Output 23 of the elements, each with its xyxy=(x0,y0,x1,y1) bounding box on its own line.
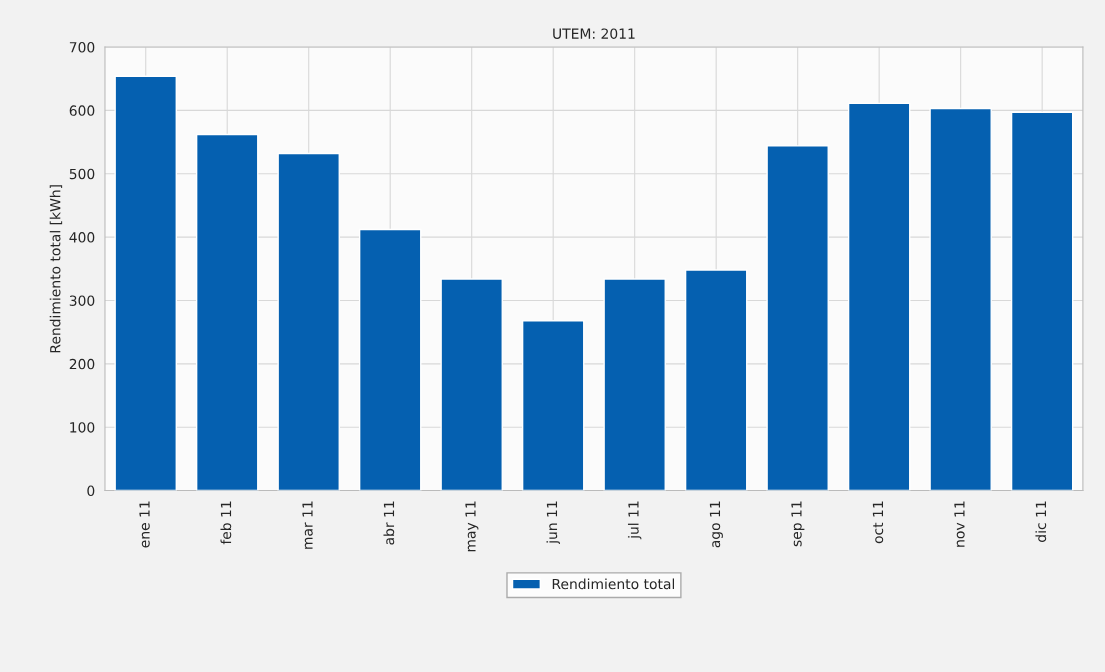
y-tick-label: 300 xyxy=(69,295,95,306)
x-tick-label: sep 11 xyxy=(791,501,805,547)
y-tick-label: 100 xyxy=(70,422,95,433)
y-axis-title: Rendimiento total [kWh] xyxy=(49,185,63,353)
chart-title: UTEM: 2011 xyxy=(553,28,635,39)
x-tick-label: jun 11 xyxy=(546,501,560,545)
x-tick-label: oct 11 xyxy=(872,501,884,544)
y-tick-label: 400 xyxy=(69,232,95,243)
x-tick-label: jul 11 xyxy=(627,501,642,540)
x-tick-label: feb 11 xyxy=(220,501,232,545)
x-tick-label: nov 11 xyxy=(954,501,965,547)
y-tick-label: 700 xyxy=(69,42,95,53)
x-tick-label: ago 11 xyxy=(709,501,723,548)
x-tick-label: mar 11 xyxy=(302,501,313,549)
y-tick-label: 500 xyxy=(69,168,95,180)
x-tick-label: may 11 xyxy=(465,501,479,552)
x-tick-label: ene 11 xyxy=(139,501,150,548)
legend-label: Rendimiento total xyxy=(552,578,675,590)
x-tick-label: abr 11 xyxy=(383,501,395,545)
x-tick-label: dic 11 xyxy=(1035,501,1047,542)
y-tick-label: 600 xyxy=(69,105,95,116)
y-tick-label: 200 xyxy=(69,358,95,370)
y-tick-label: 0 xyxy=(87,485,95,497)
